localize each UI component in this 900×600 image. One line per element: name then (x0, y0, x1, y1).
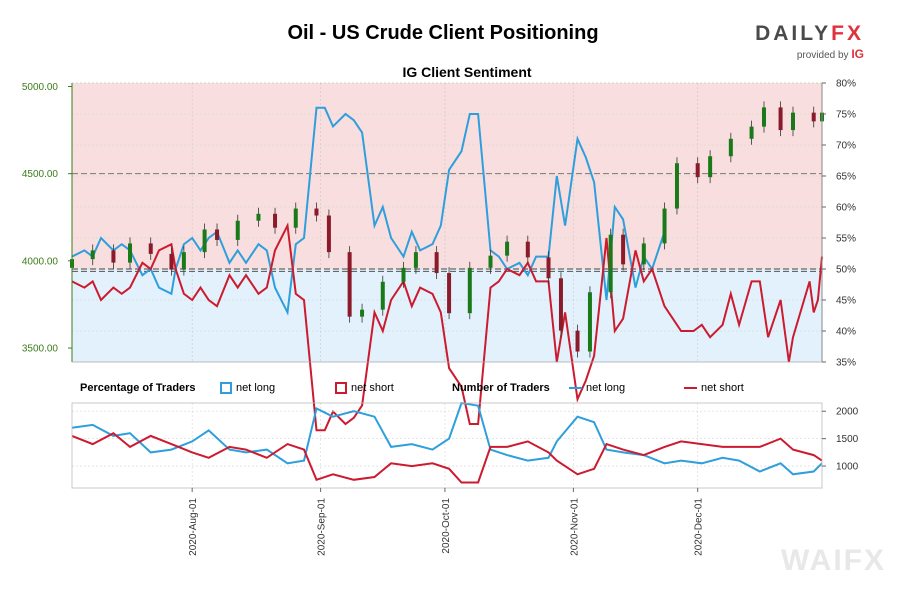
price-candle (608, 234, 613, 293)
price-candle (695, 163, 700, 178)
count-tick-label: 2000 (836, 407, 859, 418)
date-tick-label: 2020-Dec-01 (694, 498, 705, 556)
sentiment-tick-label: 35% (836, 358, 856, 369)
price-candle (641, 243, 646, 265)
price-candles (70, 101, 824, 358)
price-tick-label: 4000.00 (22, 256, 59, 267)
net-short-count-line (71, 432, 823, 484)
dailyfx-logo: DAILYFX provided by IG (755, 22, 864, 61)
price-candle (90, 250, 95, 260)
price-tick-label: 3500.00 (22, 344, 59, 355)
price-candle (811, 112, 816, 122)
net-long-pct-line (71, 106, 666, 316)
price-candle (181, 252, 186, 270)
price-candle (674, 163, 679, 209)
sub-plot-frame (71, 402, 823, 489)
brand-logo-text: DAILYFX (755, 22, 864, 46)
chart-title: Oil - US Crude Client Positioning (287, 22, 599, 44)
date-tick-label: 2020-Aug-01 (188, 498, 199, 556)
price-candle (778, 107, 783, 131)
price-candle (256, 213, 261, 221)
price-candle (434, 252, 439, 274)
legend-pct-heading: Percentage of Traders (80, 382, 196, 394)
chart-subtitle: IG Client Sentiment (402, 64, 531, 80)
price-candle (790, 112, 795, 131)
price-candle (347, 252, 352, 317)
sentiment-tick-label: 70% (836, 141, 856, 152)
price-candle (360, 309, 365, 317)
date-tick-label: 2020-Oct-01 (441, 498, 452, 554)
price-candle (235, 220, 240, 240)
price-candle (575, 330, 580, 352)
price-candle (488, 255, 493, 268)
price-tick-label: 4500.00 (22, 169, 59, 180)
count-tick-label: 1500 (836, 434, 859, 445)
price-candle (447, 273, 452, 314)
price-candle (621, 234, 626, 265)
ig-logo: IG (851, 47, 864, 61)
price-axis-ticks: 3500.00 4000.00 4500.00 5000.00 (22, 82, 72, 355)
price-candle (525, 241, 530, 258)
price-candle (546, 257, 551, 279)
price-candle (148, 243, 153, 254)
price-candle (326, 215, 331, 253)
price-tick-label: 5000.00 (22, 82, 59, 93)
legend-num-short-label: net short (701, 382, 744, 394)
price-candle (202, 229, 207, 253)
sentiment-tick-label: 80% (836, 79, 856, 90)
date-tick-label: 2020-Sep-01 (317, 498, 328, 556)
sentiment-tick-label: 75% (836, 110, 856, 121)
sub-plot-border (71, 402, 823, 489)
net-short-pct-line (71, 222, 823, 432)
brand-logo-main: DAILY (755, 22, 832, 45)
price-candle (111, 250, 116, 263)
price-candle (380, 281, 385, 310)
legend-pct-short-swatch (335, 382, 347, 394)
sentiment-axis-ticks: 35% 40% 45% 50% 55% 60% 65% 70% 75% 80% (822, 79, 856, 369)
sentiment-tick-label: 45% (836, 296, 856, 307)
sentiment-tick-label: 55% (836, 234, 856, 245)
legend-pct-long-label: net long (236, 382, 275, 394)
legend: Percentage of Traders net long net short… (80, 382, 744, 394)
price-candle (314, 208, 319, 216)
brand-provided-by: provided by IG (755, 47, 864, 61)
price-candle (215, 229, 220, 240)
price-candle (169, 253, 174, 270)
price-candle (401, 267, 406, 282)
watermark: WAIFX (781, 544, 886, 577)
price-candle (558, 278, 563, 331)
main-plot-frame (71, 82, 823, 363)
count-axis-ticks: 1000 1500 2000 (822, 407, 859, 473)
price-candle (749, 126, 754, 139)
price-candle (587, 292, 592, 352)
price-candle (708, 156, 713, 178)
sentiment-tick-label: 60% (836, 203, 856, 214)
price-candle (662, 208, 667, 244)
brand-logo-fx: FX (831, 22, 864, 45)
price-candle (413, 252, 418, 268)
price-candle (293, 208, 298, 228)
count-tick-label: 1000 (836, 462, 859, 473)
sentiment-tick-label: 40% (836, 327, 856, 338)
price-candle (273, 213, 278, 228)
legend-pct-long-swatch (220, 382, 232, 394)
long-sentiment-zone (72, 269, 822, 362)
legend-num-heading: Number of Traders (452, 382, 550, 394)
date-axis-ticks: 2020-Aug-01 2020-Sep-01 2020-Oct-01 2020-No… (188, 488, 705, 556)
price-candle (505, 241, 510, 256)
date-tick-label: 2020-Nov-01 (569, 498, 580, 556)
price-candle (728, 138, 733, 157)
price-candle (467, 267, 472, 314)
sentiment-tick-label: 65% (836, 172, 856, 183)
price-candle (128, 243, 133, 263)
brand-provided-text: provided by (796, 50, 849, 61)
legend-num-long-label: net long (586, 382, 625, 394)
sentiment-tick-label: 50% (836, 265, 856, 276)
legend-pct-short-label: net short (351, 382, 394, 394)
price-candle (761, 107, 766, 127)
